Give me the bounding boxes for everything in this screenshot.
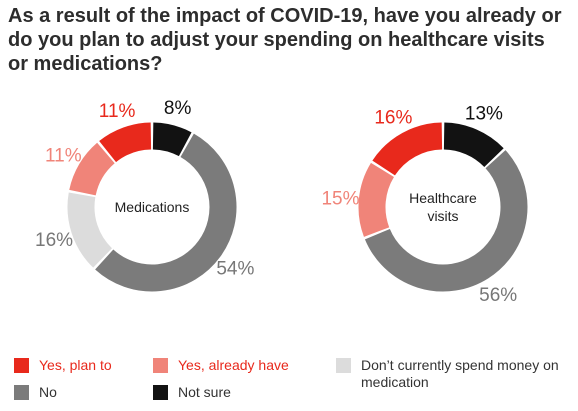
slice-no bbox=[95, 133, 237, 292]
slice-label-not-sure: 8% bbox=[164, 98, 192, 119]
slice-label-no: 56% bbox=[479, 285, 517, 306]
slice-yes-already bbox=[69, 142, 116, 196]
slice-yes-plan bbox=[99, 122, 152, 163]
slice-no bbox=[364, 150, 528, 292]
slice-label-yes-plan: 16% bbox=[374, 108, 412, 129]
center-label: visits bbox=[427, 208, 458, 224]
center-label: Healthcare bbox=[409, 190, 477, 206]
center-label: Medications bbox=[115, 199, 190, 215]
slice-yes-plan bbox=[372, 122, 443, 176]
slice-label-yes-already: 11% bbox=[45, 146, 82, 167]
slice-yes-already bbox=[358, 162, 395, 237]
slice-not-sure bbox=[152, 122, 192, 157]
chart-title: As a result of the impact of COVID-19, h… bbox=[8, 5, 562, 75]
slice-label-yes-plan: 11% bbox=[99, 101, 136, 122]
slice-label-not-sure: 13% bbox=[465, 103, 503, 124]
slice-dont-spend bbox=[67, 192, 113, 268]
slice-not-sure bbox=[443, 122, 504, 168]
donut-chart-2: 13% 56% 15% 16% Healthcare visits bbox=[321, 103, 528, 306]
slice-label-yes-already: 15% bbox=[321, 188, 359, 209]
slice-label-no: 54% bbox=[216, 259, 254, 280]
slice-label-dont-spend: 16% bbox=[35, 230, 73, 251]
donut-chart-1: 8% 54% 16% 11% 11% Medications bbox=[35, 98, 254, 292]
